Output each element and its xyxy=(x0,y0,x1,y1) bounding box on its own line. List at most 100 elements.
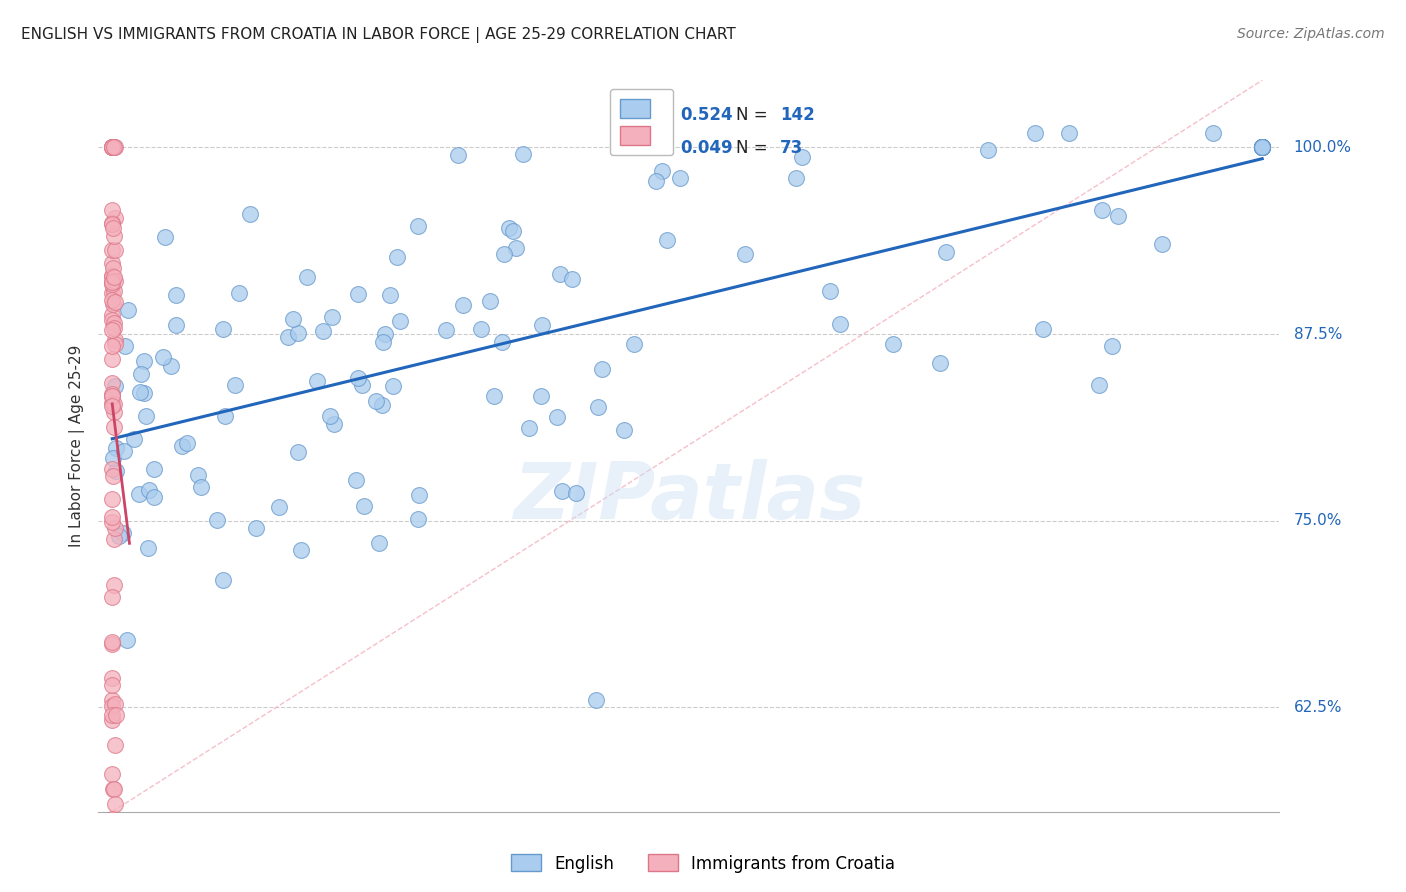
Point xyxy=(101,202,124,217)
Text: 0.524: 0.524 xyxy=(681,106,734,124)
Point xyxy=(1251,140,1274,154)
Point xyxy=(790,150,813,164)
Point xyxy=(104,295,127,310)
Point xyxy=(101,462,124,476)
Point xyxy=(101,351,124,366)
Point xyxy=(101,468,124,483)
Point xyxy=(367,536,389,550)
Point xyxy=(374,326,396,341)
Point xyxy=(546,409,568,424)
Point xyxy=(187,468,209,483)
Text: 142: 142 xyxy=(780,106,814,124)
Point xyxy=(1251,140,1274,154)
Point xyxy=(1251,140,1274,154)
Point xyxy=(101,140,124,154)
Point xyxy=(101,323,124,337)
Point xyxy=(103,269,125,284)
Point xyxy=(346,370,368,384)
Point xyxy=(103,797,125,812)
Point xyxy=(1251,140,1274,154)
Point xyxy=(1251,140,1274,154)
Point xyxy=(101,376,124,391)
Point xyxy=(104,211,127,225)
Text: 0.049: 0.049 xyxy=(681,138,734,157)
Point xyxy=(136,541,159,555)
Point xyxy=(434,322,457,336)
Point xyxy=(104,707,127,722)
Point xyxy=(103,229,125,244)
Point xyxy=(101,591,124,605)
Point xyxy=(101,698,124,713)
Point xyxy=(551,483,574,498)
Point xyxy=(112,526,135,541)
Point xyxy=(1202,126,1225,140)
Point xyxy=(1251,140,1274,154)
Point xyxy=(101,767,124,781)
Point xyxy=(1107,209,1129,223)
Point xyxy=(281,312,304,326)
Point xyxy=(389,314,412,328)
Point xyxy=(623,337,645,351)
Point xyxy=(103,397,125,411)
Point xyxy=(228,285,250,300)
Point xyxy=(517,420,540,434)
Point xyxy=(387,250,409,264)
Point xyxy=(103,274,125,288)
Point xyxy=(103,297,125,311)
Point xyxy=(373,334,395,349)
Point xyxy=(103,284,125,298)
Point xyxy=(669,171,692,186)
Text: 73: 73 xyxy=(780,138,803,157)
Point xyxy=(321,310,343,324)
Point xyxy=(101,277,124,292)
Point xyxy=(976,143,998,157)
Point xyxy=(882,337,904,351)
Point xyxy=(651,163,673,178)
Point xyxy=(1251,140,1274,154)
Point xyxy=(101,510,124,524)
Point xyxy=(929,355,952,369)
Point xyxy=(1251,140,1274,154)
Point xyxy=(287,326,309,340)
Point xyxy=(104,464,127,478)
Point xyxy=(165,288,187,302)
Point xyxy=(134,354,156,368)
Point xyxy=(101,693,124,707)
Point xyxy=(1251,140,1274,154)
Point xyxy=(498,221,520,235)
Point xyxy=(103,221,125,235)
Point xyxy=(153,230,176,244)
Point xyxy=(1251,140,1274,154)
Point xyxy=(103,337,125,351)
Point xyxy=(378,287,401,301)
Point xyxy=(104,379,127,393)
Point xyxy=(165,318,187,333)
Point xyxy=(132,386,155,401)
Point xyxy=(224,378,246,392)
Point xyxy=(1087,377,1109,392)
Point xyxy=(1251,140,1274,154)
Point xyxy=(101,275,124,289)
Point xyxy=(101,243,124,257)
Point xyxy=(1251,140,1274,154)
Point xyxy=(160,359,183,373)
Point xyxy=(103,782,125,797)
Point xyxy=(502,224,524,238)
Point xyxy=(1101,339,1123,353)
Point xyxy=(104,521,127,535)
Point xyxy=(1251,140,1274,154)
Point xyxy=(290,542,312,557)
Point xyxy=(107,528,129,542)
Point xyxy=(1251,140,1274,154)
Point xyxy=(211,574,233,588)
Point xyxy=(1251,140,1274,154)
Point xyxy=(205,513,228,527)
Point xyxy=(117,303,139,318)
Point xyxy=(451,298,474,312)
Point xyxy=(176,436,198,450)
Point xyxy=(103,419,125,434)
Point xyxy=(190,480,212,494)
Point xyxy=(1251,140,1274,154)
Point xyxy=(478,294,501,309)
Point xyxy=(381,378,404,392)
